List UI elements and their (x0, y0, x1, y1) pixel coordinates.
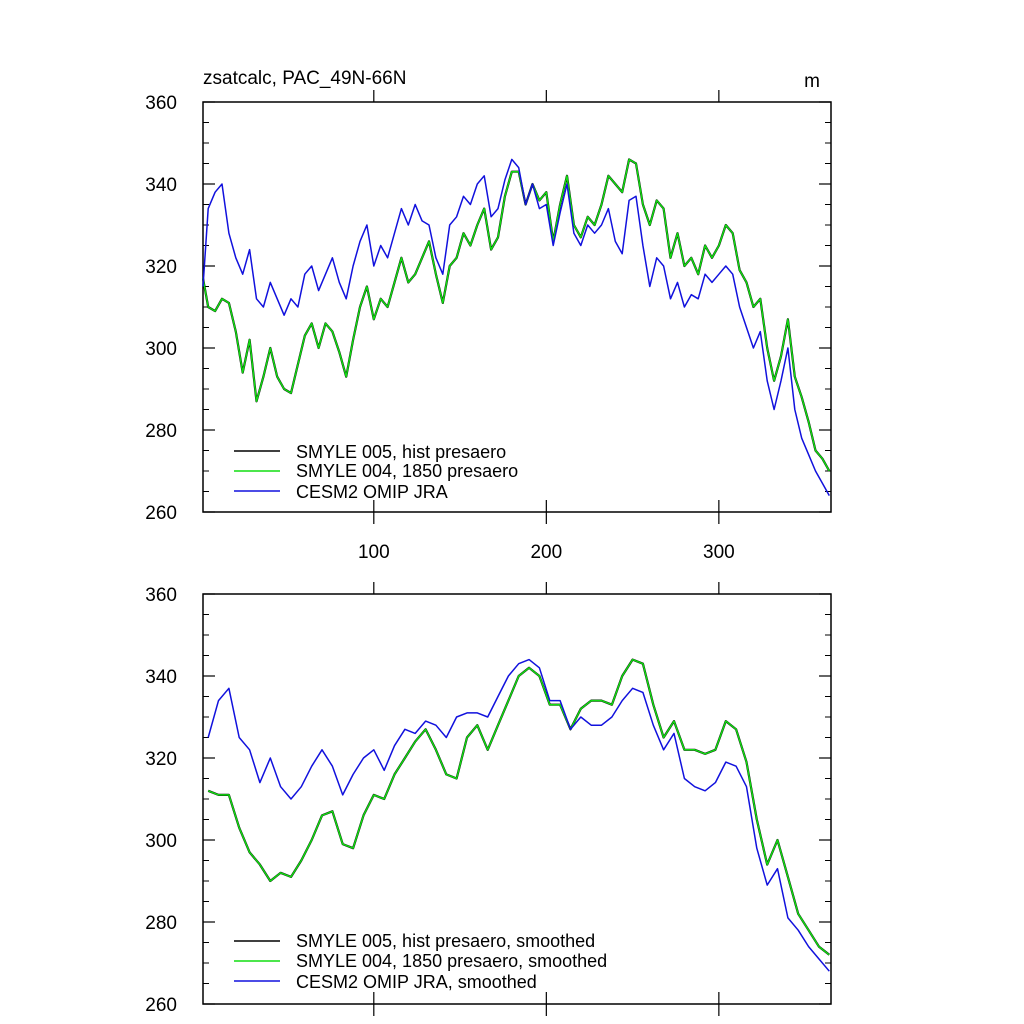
series-line-green (202, 158, 830, 472)
y-tick-label: 260 (145, 503, 177, 524)
top-panel: zsatcalc, PAC_49N-66N m 260 280 300 320 340 3… (145, 68, 832, 563)
y-tick-label: 360 (145, 585, 177, 606)
x-tick-label: 300 (703, 542, 735, 563)
series-line-blue (207, 658, 830, 972)
y-tick-label: 280 (145, 913, 177, 934)
legend-label: SMYLE 004, 1850 presaero, smoothed (296, 951, 607, 971)
legend-label: SMYLE 005, hist presaero (296, 442, 506, 462)
top-legend: SMYLE 005, hist presaero SMYLE 004, 1850… (234, 442, 518, 502)
legend-label: CESM2 OMIP JRA, smoothed (296, 972, 537, 992)
legend-label: CESM2 OMIP JRA (296, 482, 448, 502)
y-tick-label: 320 (145, 749, 177, 770)
series-line-green (207, 658, 830, 956)
top-series (201, 158, 831, 496)
bottom-legend: SMYLE 005, hist presaero, smoothed SMYLE… (234, 931, 607, 992)
legend-label: SMYLE 004, 1850 presaero (296, 461, 518, 481)
y-tick-label: 300 (145, 339, 177, 360)
y-tick-label: 260 (145, 995, 177, 1016)
y-tick-label: 340 (145, 175, 177, 196)
x-tick-label: 200 (530, 542, 562, 563)
y-tick-label: 340 (145, 667, 177, 688)
x-tick-label: 100 (358, 542, 390, 563)
bottom-panel: 260 280 300 320 340 360 SMYLE 005, hist presa… (145, 582, 832, 1016)
y-tick-label: 320 (145, 257, 177, 278)
top-x-ticks: 100 200 300 (358, 90, 735, 563)
series-line-black (207, 658, 830, 956)
top-panel-title: zsatcalc, PAC_49N-66N (203, 68, 406, 89)
y-tick-label: 360 (145, 93, 177, 114)
series-line-blue (202, 158, 830, 496)
bottom-series (207, 658, 830, 972)
y-tick-label: 300 (145, 831, 177, 852)
series-line-black (201, 158, 831, 472)
units-label: m (804, 71, 820, 92)
y-tick-label: 280 (145, 421, 177, 442)
bottom-y-ticks: 260 280 300 320 340 360 (145, 585, 831, 1016)
bottom-x-ticks (373, 582, 720, 1016)
legend-label: SMYLE 005, hist presaero, smoothed (296, 931, 595, 951)
